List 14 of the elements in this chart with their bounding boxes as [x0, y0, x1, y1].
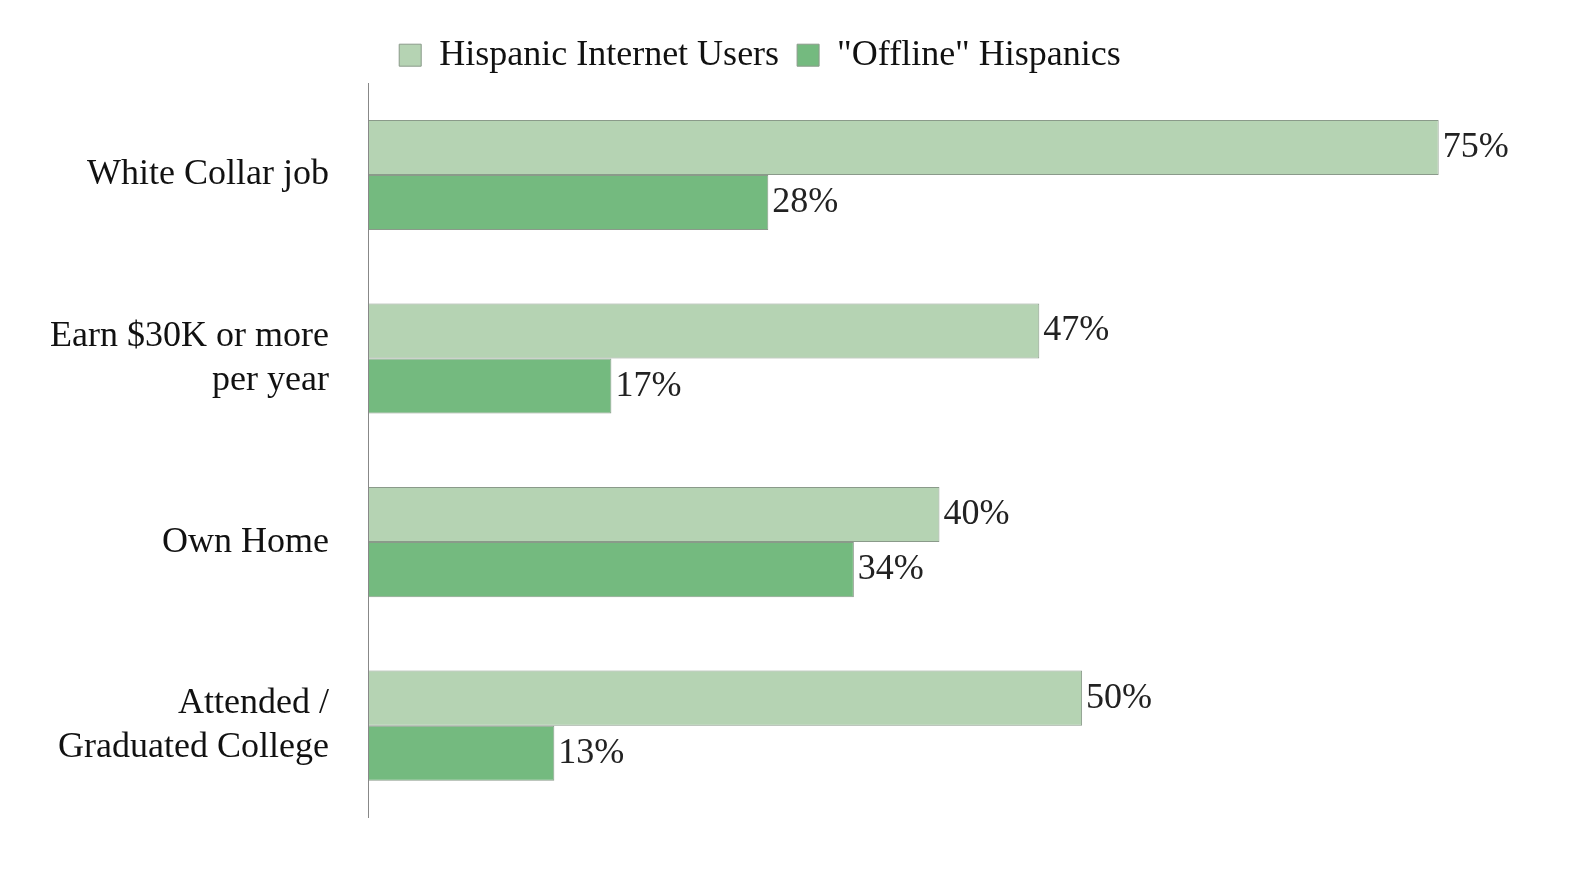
y-tick-label: Attended / Graduated College — [58, 681, 329, 765]
y-tick-label: Own Home — [161, 519, 329, 560]
data-label: 47% — [1043, 308, 1110, 349]
data-label: 34% — [857, 547, 924, 588]
y-tick-label: Earn $30K or more per year — [49, 314, 329, 398]
data-label: 13% — [558, 730, 625, 771]
data-label: 40% — [943, 492, 1010, 532]
data-label: 28% — [772, 179, 839, 220]
y-tick-label: White Collar job — [86, 152, 329, 193]
data-label: 50% — [1086, 675, 1153, 716]
legend-label: "Offline" Hispanics — [837, 32, 1121, 73]
data-label: 17% — [615, 363, 682, 404]
data-label: 75% — [1442, 124, 1509, 165]
legend-label: Hispanic Internet Users — [439, 32, 780, 73]
